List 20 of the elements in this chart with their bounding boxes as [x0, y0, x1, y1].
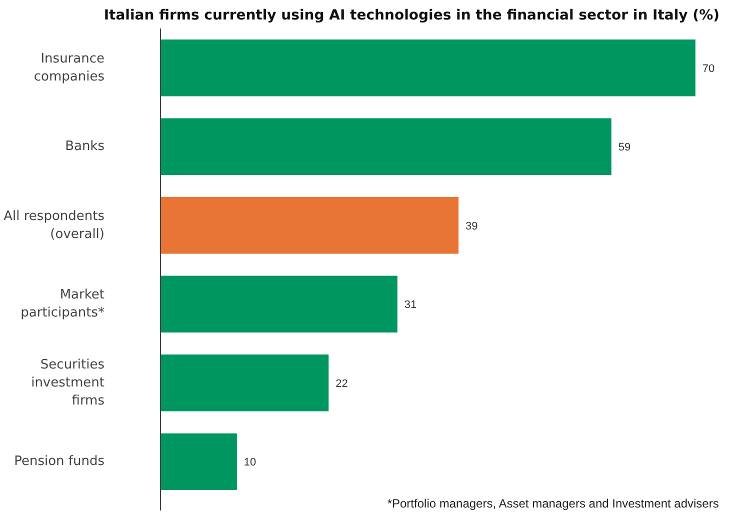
bar: [160, 197, 459, 254]
data-label: 59: [618, 142, 631, 154]
bar: [160, 118, 612, 175]
y-tick-label: Pension funds: [14, 454, 105, 470]
annotation: *Portfolio managers, Asset managers and Investment advisers: [387, 496, 719, 510]
bar: [160, 354, 329, 412]
data-label: 22: [336, 378, 348, 390]
bar: [160, 433, 237, 490]
y-tick-label: Securities investment firms: [31, 357, 105, 408]
y-tick-label: Banks: [65, 139, 105, 154]
bar: [160, 40, 696, 96]
data-label: 70: [702, 62, 715, 75]
data-label: 31: [404, 299, 417, 312]
y-tick-label: Insurance companies: [34, 51, 105, 84]
y-tick-label: All respondents (overall): [4, 208, 105, 242]
chart-title: Italian firms currently using AI technologies in the financial sector in Italy (%): [104, 8, 720, 24]
y-tick-label: Market participants*: [20, 288, 105, 321]
data-label: 10: [244, 456, 256, 469]
bar: [160, 276, 398, 333]
data-label: 39: [466, 220, 478, 232]
